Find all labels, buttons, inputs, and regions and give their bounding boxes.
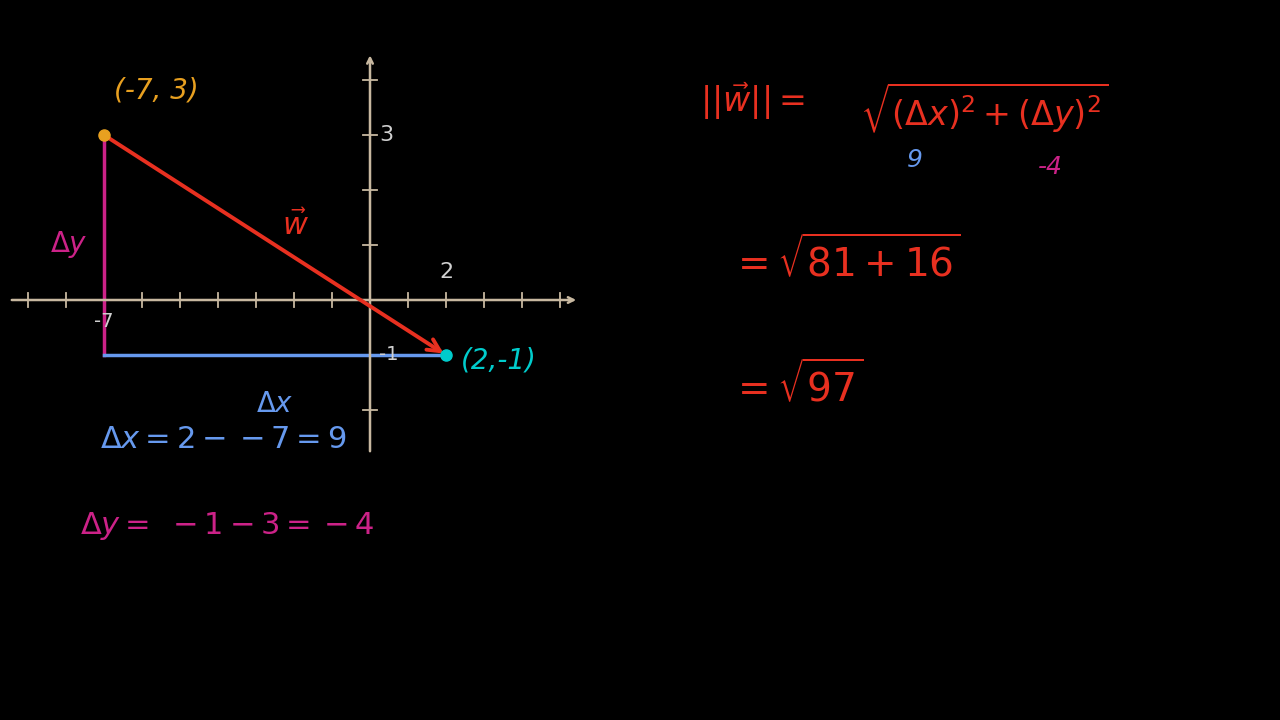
Text: -4: -4	[1038, 155, 1062, 179]
Text: $\sqrt{(\Delta x)^2 + (\Delta y)^2}$: $\sqrt{(\Delta x)^2 + (\Delta y)^2}$	[860, 80, 1108, 135]
Text: -7: -7	[95, 312, 114, 331]
Text: -1: -1	[379, 346, 399, 364]
Text: $\vec{w}$: $\vec{w}$	[282, 210, 308, 240]
Text: $\Delta y$: $\Delta y$	[50, 230, 88, 261]
Text: $\Delta y =\ -1 - 3 = -4$: $\Delta y =\ -1 - 3 = -4$	[79, 510, 375, 542]
Text: (2,-1): (2,-1)	[461, 346, 536, 374]
Text: $\Delta x = 2 - -7 = 9$: $\Delta x = 2 - -7 = 9$	[100, 425, 347, 454]
Text: (-7, 3): (-7, 3)	[114, 77, 198, 105]
Text: $= \sqrt{97}$: $= \sqrt{97}$	[730, 360, 863, 409]
Text: 3: 3	[379, 125, 394, 145]
Text: 2: 2	[439, 262, 453, 282]
Text: $\Delta x$: $\Delta x$	[256, 390, 294, 418]
Text: 9: 9	[908, 148, 923, 172]
Text: $||\vec{w}|| =$: $||\vec{w}|| =$	[700, 80, 805, 122]
Text: $= \sqrt{81 + 16}$: $= \sqrt{81 + 16}$	[730, 235, 960, 284]
